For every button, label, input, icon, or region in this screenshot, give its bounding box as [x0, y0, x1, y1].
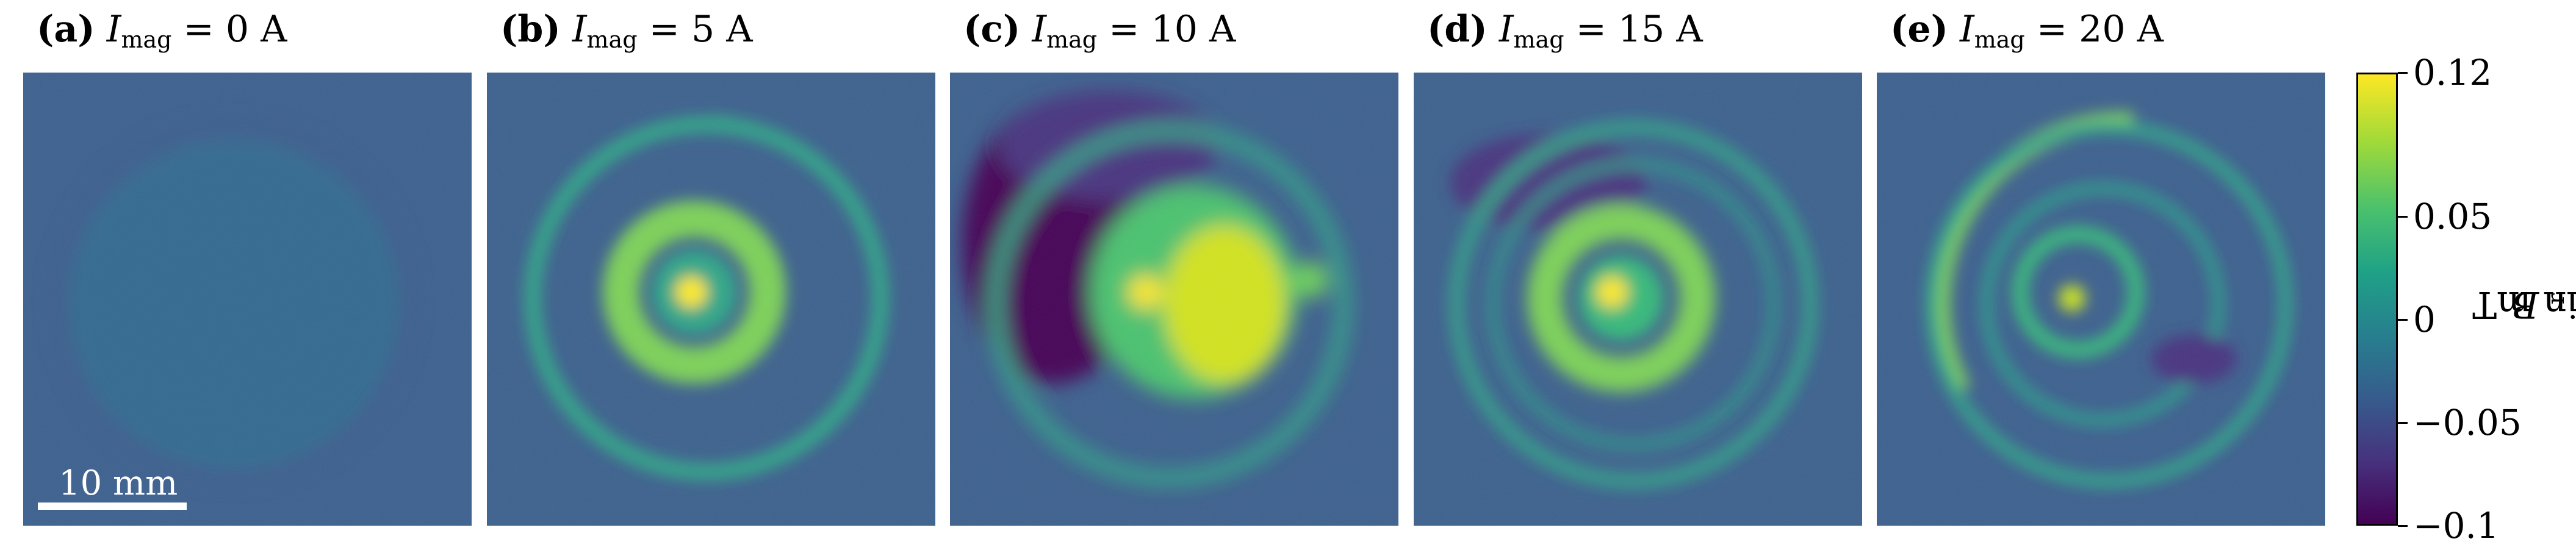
- field-map-a-image: [23, 73, 472, 526]
- field-map-c: [950, 73, 1398, 526]
- panel-a-var: I: [106, 8, 121, 51]
- field-map-b: [487, 73, 935, 526]
- field-map-d-image: [1414, 73, 1862, 526]
- colorbar-tick: [2398, 215, 2408, 218]
- colorbar-tick-label: 0: [2413, 299, 2436, 341]
- panel-d-sub: mag: [1513, 26, 1564, 53]
- field-map-a: [23, 73, 472, 526]
- colorbar: [2356, 73, 2398, 526]
- panel-c: (c) Imag = 10 A: [950, 0, 1398, 558]
- scale-bar-label: 10 mm: [59, 463, 178, 503]
- panel-b-label: (b) Imag = 5 A: [500, 11, 753, 51]
- panel-d-label: (d) Imag = 15 A: [1427, 11, 1703, 51]
- panel-e-letter: (e): [1890, 8, 1948, 51]
- panel-c-sub: mag: [1046, 26, 1098, 53]
- panel-d-value: = 15 A: [1564, 8, 1703, 51]
- panel-c-var: I: [1032, 8, 1047, 51]
- colorbar-tick-label: 0.12: [2413, 52, 2492, 93]
- panel-a-label: (a) Imag = 0 A: [37, 11, 287, 51]
- panel-b-sub: mag: [586, 26, 638, 53]
- panel-a: (a) Imag = 0 A 10 mm: [23, 0, 472, 558]
- field-map-b-image: [487, 73, 935, 526]
- panel-b-value: = 5 A: [637, 8, 753, 51]
- panel-c-label: (c) Imag = 10 A: [963, 11, 1236, 51]
- panel-a-value: = 0 A: [171, 8, 287, 51]
- panel-e-label: (e) Imag = 20 A: [1890, 11, 2164, 51]
- panel-c-value: = 10 A: [1097, 8, 1236, 51]
- colorbar-tick: [2398, 71, 2408, 74]
- field-map-e: [1877, 73, 2325, 526]
- panel-e-sub: mag: [1974, 26, 2025, 53]
- panel-a-sub: mag: [121, 26, 172, 53]
- colorbar-tick-label: −0.1: [2413, 505, 2499, 546]
- panel-e-value: = 20 A: [2024, 8, 2164, 51]
- colorbar-tick-label: 0.05: [2413, 196, 2492, 238]
- colorbar-title-unit: in mT: [2472, 283, 2576, 326]
- panel-d-letter: (d): [1427, 8, 1488, 51]
- panel-d: (d) Imag = 15 A: [1414, 0, 1862, 558]
- panel-b: (b) Imag = 5 A: [487, 0, 935, 558]
- panel-a-letter: (a): [37, 8, 95, 51]
- scale-bar: [38, 503, 187, 510]
- colorbar-tick: [2398, 421, 2408, 424]
- panel-e-var: I: [1960, 8, 1974, 51]
- panel-c-letter: (c): [963, 8, 1021, 51]
- colorbar-tick: [2398, 318, 2408, 321]
- field-map-d: [1414, 73, 1862, 526]
- panel-d-var: I: [1498, 8, 1514, 51]
- field-map-c-image: [950, 73, 1398, 526]
- field-map-e-image: [1877, 73, 2325, 526]
- colorbar-tick: [2398, 524, 2408, 527]
- panel-b-var: I: [572, 8, 587, 51]
- panel-e: (e) Imag = 20 A: [1877, 0, 2325, 558]
- panel-b-letter: (b): [500, 8, 561, 51]
- colorbar-tick-label: −0.05: [2413, 402, 2522, 444]
